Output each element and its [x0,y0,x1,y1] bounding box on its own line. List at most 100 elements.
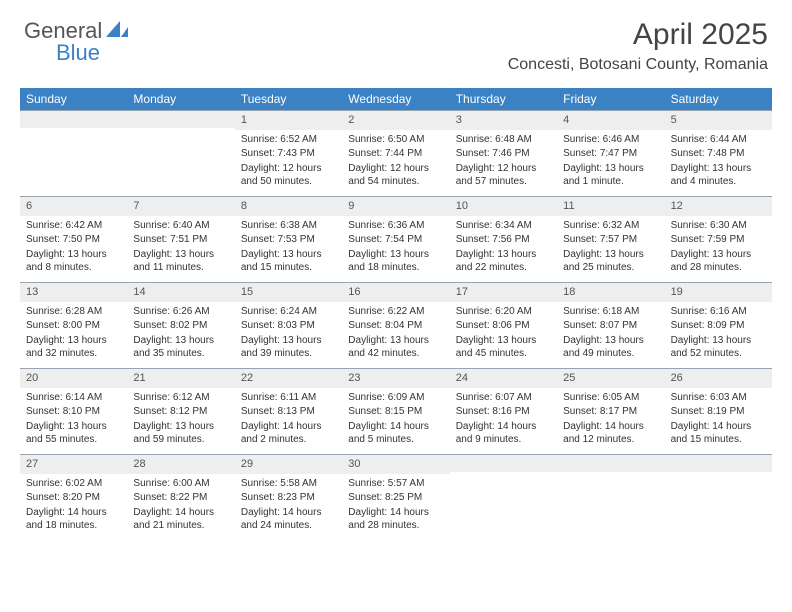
day-header: Thursday [450,88,557,110]
cell-body: Sunrise: 6:11 AMSunset: 8:13 PMDaylight:… [235,388,342,452]
daylight-text: Daylight: 14 hours and 21 minutes. [133,506,228,533]
sunrise-text: Sunrise: 6:11 AM [241,391,336,405]
sunrise-text: Sunrise: 6:38 AM [241,219,336,233]
cell-body: Sunrise: 6:05 AMSunset: 8:17 PMDaylight:… [557,388,664,452]
sunrise-text: Sunrise: 6:44 AM [671,133,766,147]
day-number: 16 [342,282,449,302]
daylight-text: Daylight: 12 hours and 54 minutes. [348,162,443,189]
sunset-text: Sunset: 7:43 PM [241,147,336,161]
day-number: 19 [665,282,772,302]
cell-body: Sunrise: 6:22 AMSunset: 8:04 PMDaylight:… [342,302,449,366]
calendar-cell: 19Sunrise: 6:16 AMSunset: 8:09 PMDayligh… [665,282,772,368]
daylight-text: Daylight: 14 hours and 12 minutes. [563,420,658,447]
calendar-week: 6Sunrise: 6:42 AMSunset: 7:50 PMDaylight… [20,196,772,282]
sunrise-text: Sunrise: 6:32 AM [563,219,658,233]
day-number [665,454,772,472]
daylight-text: Daylight: 13 hours and 25 minutes. [563,248,658,275]
calendar-cell: 3Sunrise: 6:48 AMSunset: 7:46 PMDaylight… [450,110,557,196]
calendar-cell: 20Sunrise: 6:14 AMSunset: 8:10 PMDayligh… [20,368,127,454]
day-number: 28 [127,454,234,474]
sunrise-text: Sunrise: 6:16 AM [671,305,766,319]
cell-body [127,128,234,188]
calendar-cell: 14Sunrise: 6:26 AMSunset: 8:02 PMDayligh… [127,282,234,368]
daylight-text: Daylight: 13 hours and 8 minutes. [26,248,121,275]
sunset-text: Sunset: 8:13 PM [241,405,336,419]
day-number [127,110,234,128]
calendar-cell: 11Sunrise: 6:32 AMSunset: 7:57 PMDayligh… [557,196,664,282]
day-number: 30 [342,454,449,474]
cell-body: Sunrise: 6:46 AMSunset: 7:47 PMDaylight:… [557,130,664,194]
sunrise-text: Sunrise: 6:42 AM [26,219,121,233]
day-number: 29 [235,454,342,474]
daylight-text: Daylight: 14 hours and 5 minutes. [348,420,443,447]
calendar-week: 20Sunrise: 6:14 AMSunset: 8:10 PMDayligh… [20,368,772,454]
daylight-text: Daylight: 13 hours and 59 minutes. [133,420,228,447]
cell-body: Sunrise: 6:36 AMSunset: 7:54 PMDaylight:… [342,216,449,280]
calendar-cell: 10Sunrise: 6:34 AMSunset: 7:56 PMDayligh… [450,196,557,282]
sunrise-text: Sunrise: 6:02 AM [26,477,121,491]
page-header: General Blue April 2025 Concesti, Botosa… [0,0,792,80]
sunrise-text: Sunrise: 6:34 AM [456,219,551,233]
cell-body: Sunrise: 6:03 AMSunset: 8:19 PMDaylight:… [665,388,772,452]
cell-body: Sunrise: 6:07 AMSunset: 8:16 PMDaylight:… [450,388,557,452]
daylight-text: Daylight: 13 hours and 4 minutes. [671,162,766,189]
cell-body: Sunrise: 6:00 AMSunset: 8:22 PMDaylight:… [127,474,234,538]
sunset-text: Sunset: 8:25 PM [348,491,443,505]
sunrise-text: Sunrise: 6:18 AM [563,305,658,319]
cell-body: Sunrise: 6:50 AMSunset: 7:44 PMDaylight:… [342,130,449,194]
calendar-cell: 15Sunrise: 6:24 AMSunset: 8:03 PMDayligh… [235,282,342,368]
cell-body: Sunrise: 6:20 AMSunset: 8:06 PMDaylight:… [450,302,557,366]
sunset-text: Sunset: 7:46 PM [456,147,551,161]
day-number: 18 [557,282,664,302]
daylight-text: Daylight: 13 hours and 35 minutes. [133,334,228,361]
sunrise-text: Sunrise: 6:05 AM [563,391,658,405]
calendar-week: 1Sunrise: 6:52 AMSunset: 7:43 PMDaylight… [20,110,772,196]
daylight-text: Daylight: 14 hours and 2 minutes. [241,420,336,447]
daylight-text: Daylight: 13 hours and 42 minutes. [348,334,443,361]
calendar-cell: 18Sunrise: 6:18 AMSunset: 8:07 PMDayligh… [557,282,664,368]
cell-body [557,472,664,532]
sunrise-text: Sunrise: 6:46 AM [563,133,658,147]
cell-body: Sunrise: 6:09 AMSunset: 8:15 PMDaylight:… [342,388,449,452]
day-number: 23 [342,368,449,388]
calendar-cell [127,110,234,196]
cell-body: Sunrise: 6:26 AMSunset: 8:02 PMDaylight:… [127,302,234,366]
sunset-text: Sunset: 8:04 PM [348,319,443,333]
sunset-text: Sunset: 8:19 PM [671,405,766,419]
sunset-text: Sunset: 8:00 PM [26,319,121,333]
daylight-text: Daylight: 14 hours and 18 minutes. [26,506,121,533]
daylight-text: Daylight: 13 hours and 11 minutes. [133,248,228,275]
cell-body: Sunrise: 6:14 AMSunset: 8:10 PMDaylight:… [20,388,127,452]
calendar-cell: 29Sunrise: 5:58 AMSunset: 8:23 PMDayligh… [235,454,342,540]
sunrise-text: Sunrise: 6:30 AM [671,219,766,233]
day-number: 6 [20,196,127,216]
daylight-text: Daylight: 12 hours and 57 minutes. [456,162,551,189]
calendar-cell [557,454,664,540]
daylight-text: Daylight: 13 hours and 52 minutes. [671,334,766,361]
day-number: 27 [20,454,127,474]
sunset-text: Sunset: 7:51 PM [133,233,228,247]
cell-body: Sunrise: 6:16 AMSunset: 8:09 PMDaylight:… [665,302,772,366]
daylight-text: Daylight: 13 hours and 28 minutes. [671,248,766,275]
day-number: 3 [450,110,557,130]
sunset-text: Sunset: 8:20 PM [26,491,121,505]
calendar-cell: 13Sunrise: 6:28 AMSunset: 8:00 PMDayligh… [20,282,127,368]
cell-body: Sunrise: 6:28 AMSunset: 8:00 PMDaylight:… [20,302,127,366]
cell-body: Sunrise: 6:48 AMSunset: 7:46 PMDaylight:… [450,130,557,194]
sunrise-text: Sunrise: 6:50 AM [348,133,443,147]
day-number: 5 [665,110,772,130]
brand-logo: General Blue [24,18,128,44]
sunset-text: Sunset: 7:59 PM [671,233,766,247]
calendar-cell: 23Sunrise: 6:09 AMSunset: 8:15 PMDayligh… [342,368,449,454]
daylight-text: Daylight: 14 hours and 24 minutes. [241,506,336,533]
day-number: 10 [450,196,557,216]
daylight-text: Daylight: 13 hours and 49 minutes. [563,334,658,361]
day-header-row: SundayMondayTuesdayWednesdayThursdayFrid… [20,88,772,110]
calendar-week: 13Sunrise: 6:28 AMSunset: 8:00 PMDayligh… [20,282,772,368]
sunrise-text: Sunrise: 6:40 AM [133,219,228,233]
cell-body: Sunrise: 6:44 AMSunset: 7:48 PMDaylight:… [665,130,772,194]
cell-body [450,472,557,532]
daylight-text: Daylight: 13 hours and 18 minutes. [348,248,443,275]
calendar-cell [20,110,127,196]
sunrise-text: Sunrise: 6:24 AM [241,305,336,319]
